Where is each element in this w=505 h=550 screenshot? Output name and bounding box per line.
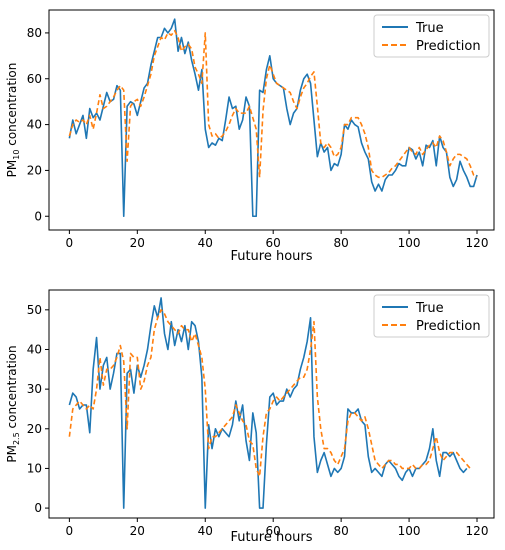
- pm10-y-tick-label: 60: [27, 72, 42, 86]
- pm25-x-tick-label: 60: [266, 524, 281, 538]
- pm10-chart: 0 20 40 60 80 100 120 0 20 40 60 80 Future hours PM…: [5, 9, 495, 264]
- pm10-legend-prediction-label: Prediction: [416, 39, 481, 54]
- pm25-x-tick-label: 40: [198, 524, 213, 538]
- pm10-y-label-sub: 10: [12, 150, 21, 160]
- pm25-x-tick-label: 80: [333, 524, 348, 538]
- pm25-series-true-line: [68, 297, 468, 509]
- pm10-y-tick-label: 20: [27, 163, 42, 177]
- pm25-y-tick-label: 30: [27, 382, 42, 396]
- pm25-x-tick-label: 20: [130, 524, 145, 538]
- pm25-legend-true-label: True: [415, 301, 444, 316]
- pm25-y-tick-label: 20: [27, 422, 42, 436]
- pm25-legend: True Prediction: [373, 294, 490, 338]
- pm25-y-tick-label: 10: [27, 461, 42, 475]
- pm10-legend: True Prediction: [373, 14, 490, 58]
- pm10-y-label-base: PM: [5, 160, 19, 178]
- pm10-series-prediction-line: [68, 29, 478, 179]
- pm10-y-label-rest: concentration: [5, 63, 19, 150]
- pm25-legend-prediction-label: Prediction: [416, 319, 481, 334]
- pm25-y-label-rest: concentration: [5, 345, 19, 432]
- pm10-x-tick-label: 80: [333, 236, 348, 250]
- pm10-y-tick-label: 0: [34, 209, 42, 223]
- pm10-y-tick-label: 80: [27, 26, 42, 40]
- pm10-plot-frame: [48, 9, 495, 231]
- pm25-y-tick-label: 40: [27, 342, 42, 356]
- pm10-x-tick-label: 100: [398, 236, 421, 250]
- pm10-x-tick-label: 40: [198, 236, 213, 250]
- pm10-legend-true-label: True: [415, 21, 444, 36]
- pm25-y-tick-label: 0: [34, 501, 42, 515]
- pm25-x-tick-label: 0: [66, 524, 74, 538]
- pm25-y-axis-label: PM2.5 concentration: [5, 345, 21, 462]
- pm10-x-axis-label: Future hours: [230, 249, 312, 264]
- pm10-x-tick-label: 120: [466, 236, 489, 250]
- pm25-series-prediction-line: [68, 309, 471, 478]
- pm10-x-tick-label: 20: [130, 236, 145, 250]
- pm10-x-tick-label: 0: [66, 236, 74, 250]
- pm25-y-label-base: PM: [5, 445, 19, 463]
- pm10-y-axis-label: PM10 concentration: [5, 63, 21, 178]
- pm10-x-tick-label: 60: [266, 236, 281, 250]
- pm10-y-tick-label: 40: [27, 118, 42, 132]
- pm25-x-axis-label: Future hours: [230, 530, 312, 545]
- pm25-x-tick-label: 100: [398, 524, 421, 538]
- pm25-y-tick-label: 50: [27, 303, 42, 317]
- pm25-x-tick-label: 120: [466, 524, 489, 538]
- pm25-y-label-sub: 2.5: [12, 432, 21, 445]
- pm25-plot-frame: [48, 289, 495, 519]
